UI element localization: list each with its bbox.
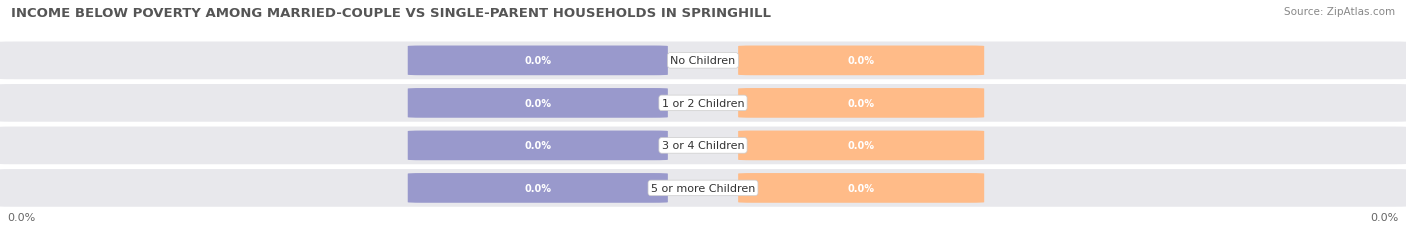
Text: 5 or more Children: 5 or more Children	[651, 183, 755, 193]
Text: 0.0%: 0.0%	[524, 98, 551, 108]
Text: No Children: No Children	[671, 56, 735, 66]
Text: 1 or 2 Children: 1 or 2 Children	[662, 98, 744, 108]
Text: 0.0%: 0.0%	[524, 56, 551, 66]
FancyBboxPatch shape	[408, 89, 668, 118]
Text: 0.0%: 0.0%	[848, 56, 875, 66]
FancyBboxPatch shape	[738, 89, 984, 118]
Text: 0.0%: 0.0%	[524, 183, 551, 193]
FancyBboxPatch shape	[408, 46, 668, 76]
Text: 0.0%: 0.0%	[848, 98, 875, 108]
FancyBboxPatch shape	[408, 131, 668, 161]
Text: 0.0%: 0.0%	[1371, 212, 1399, 222]
FancyBboxPatch shape	[0, 41, 1406, 81]
Text: 0.0%: 0.0%	[524, 141, 551, 151]
FancyBboxPatch shape	[0, 84, 1406, 123]
Text: 0.0%: 0.0%	[7, 212, 35, 222]
FancyBboxPatch shape	[0, 126, 1406, 166]
Text: 3 or 4 Children: 3 or 4 Children	[662, 141, 744, 151]
Text: INCOME BELOW POVERTY AMONG MARRIED-COUPLE VS SINGLE-PARENT HOUSEHOLDS IN SPRINGH: INCOME BELOW POVERTY AMONG MARRIED-COUPL…	[11, 7, 772, 20]
FancyBboxPatch shape	[738, 46, 984, 76]
Text: 0.0%: 0.0%	[848, 183, 875, 193]
FancyBboxPatch shape	[738, 173, 984, 203]
Text: Source: ZipAtlas.com: Source: ZipAtlas.com	[1284, 7, 1395, 17]
FancyBboxPatch shape	[738, 131, 984, 161]
FancyBboxPatch shape	[0, 168, 1406, 208]
FancyBboxPatch shape	[408, 173, 668, 203]
Text: 0.0%: 0.0%	[848, 141, 875, 151]
